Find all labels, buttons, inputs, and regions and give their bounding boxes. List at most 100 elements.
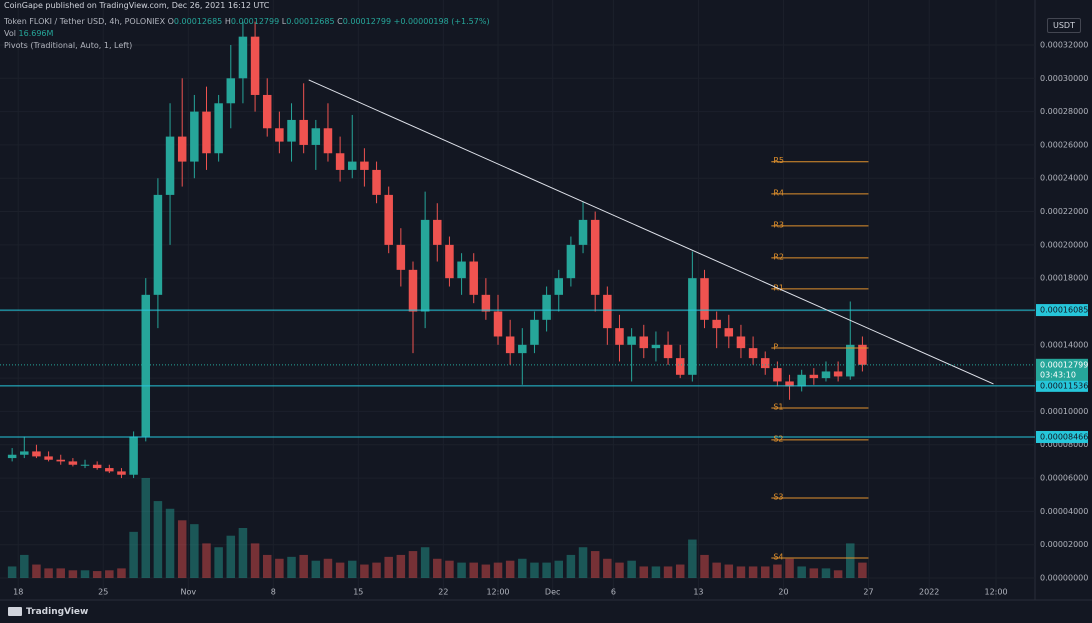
x-tick-label: Nov: [180, 588, 196, 597]
candle-body: [250, 36, 260, 95]
volume-bar: [117, 568, 126, 578]
volume-bar: [348, 560, 357, 578]
volume-label: Vol: [4, 29, 16, 38]
field-label: C: [337, 17, 343, 26]
candle-body: [736, 336, 746, 349]
candle-body: [408, 269, 418, 312]
volume-bar: [688, 539, 697, 578]
candle-body: [420, 219, 430, 312]
volume-bar: [773, 564, 782, 578]
candle-body: [287, 119, 296, 142]
x-tick-label: 15: [353, 588, 363, 597]
candle-body: [833, 371, 843, 377]
candle-body: [578, 219, 588, 245]
volume-bar: [299, 554, 308, 578]
pivot-label: S4: [773, 553, 783, 562]
y-tick-label: 0.00026000: [1040, 140, 1088, 149]
price-tag: [1036, 358, 1088, 381]
candle-body: [299, 119, 308, 145]
volume-bar: [250, 543, 260, 578]
volume-bar: [408, 551, 418, 578]
volume-bar: [736, 566, 746, 578]
y-tick-label: 0.00008000: [1040, 440, 1088, 449]
candle-body: [603, 294, 612, 329]
volume-bar: [384, 556, 393, 578]
volume-bar: [627, 560, 636, 578]
candle-body: [335, 153, 345, 170]
volume-bar: [238, 528, 248, 578]
level-label: 0.00016085: [1040, 306, 1088, 315]
volume-bar: [396, 554, 406, 578]
volume-bar: [785, 558, 794, 578]
volume-bar: [615, 562, 624, 578]
volume-bar: [141, 478, 151, 578]
x-tick-label: 22: [438, 588, 448, 597]
candle-body: [190, 111, 199, 162]
candle-body: [809, 374, 819, 379]
volume-bar: [105, 570, 114, 578]
volume-bar: [80, 570, 90, 578]
candle-body: [797, 374, 806, 387]
candle-body: [117, 471, 126, 475]
volume-bar: [833, 570, 843, 578]
y-tick-label: 0.00024000: [1040, 174, 1088, 183]
candle-body: [32, 451, 41, 457]
candle-body: [663, 344, 673, 359]
currency-button[interactable]: USDT: [1047, 18, 1081, 33]
candle-body: [505, 336, 515, 354]
candle-body: [396, 244, 406, 270]
volume-bar: [748, 566, 758, 578]
y-tick-label: 0.00022000: [1040, 207, 1088, 216]
candle-body: [44, 456, 53, 460]
symbol: Token FLOKI / Tether USD, 4h, POLONIEX: [4, 17, 166, 26]
volume-bar: [530, 562, 539, 578]
footer-bar: [0, 600, 1092, 623]
logo-icon: [8, 607, 22, 616]
x-tick-label: 25: [98, 588, 108, 597]
candle-body: [214, 103, 223, 154]
volume-bar: [821, 568, 831, 578]
footer-brand: TradingView: [26, 607, 89, 617]
candle-body: [481, 294, 491, 312]
x-tick-label: 18: [13, 588, 23, 597]
candle-body: [615, 328, 624, 345]
field-value: 0.00012685: [286, 17, 335, 26]
volume-bar: [20, 554, 29, 578]
volume-bar: [56, 568, 65, 578]
candle-body: [129, 436, 138, 475]
volume-legend: Vol 16.696M: [4, 29, 53, 38]
x-tick-label: 12:00: [486, 588, 509, 597]
volume-bar: [32, 564, 41, 578]
candle-body: [56, 459, 65, 462]
candle-body: [177, 136, 187, 162]
candle-body: [493, 311, 503, 337]
candle-body: [651, 344, 661, 349]
volume-bar: [542, 562, 551, 578]
pivot-label: S1: [773, 402, 783, 411]
volume-bar: [846, 543, 855, 578]
volume-bar: [493, 562, 503, 578]
ohlc-field: O0.00012685: [168, 17, 223, 26]
volume-bar: [275, 558, 284, 578]
volume-bar: [518, 558, 527, 578]
volume-bar: [165, 508, 175, 578]
volume-bar: [469, 562, 478, 578]
candle-body: [262, 94, 272, 129]
volume-bar: [214, 547, 223, 578]
level-tag: [1036, 304, 1088, 317]
level-label: 0.00008466: [1040, 432, 1088, 441]
level-label: 0.00011536: [1040, 381, 1088, 390]
candle-body: [469, 261, 478, 295]
volume-bar: [809, 568, 819, 578]
candle-body: [700, 278, 709, 320]
x-tick-label: 2022: [919, 588, 939, 597]
candle-body: [80, 464, 90, 466]
pivot-label: R3: [773, 220, 784, 229]
volume-bar: [712, 562, 721, 578]
pivot-label: S3: [773, 493, 783, 502]
volume-bar: [481, 564, 491, 578]
volume-bar: [639, 566, 649, 578]
y-tick-label: 0.00014000: [1040, 340, 1088, 349]
x-tick-label: 12:00: [984, 588, 1007, 597]
